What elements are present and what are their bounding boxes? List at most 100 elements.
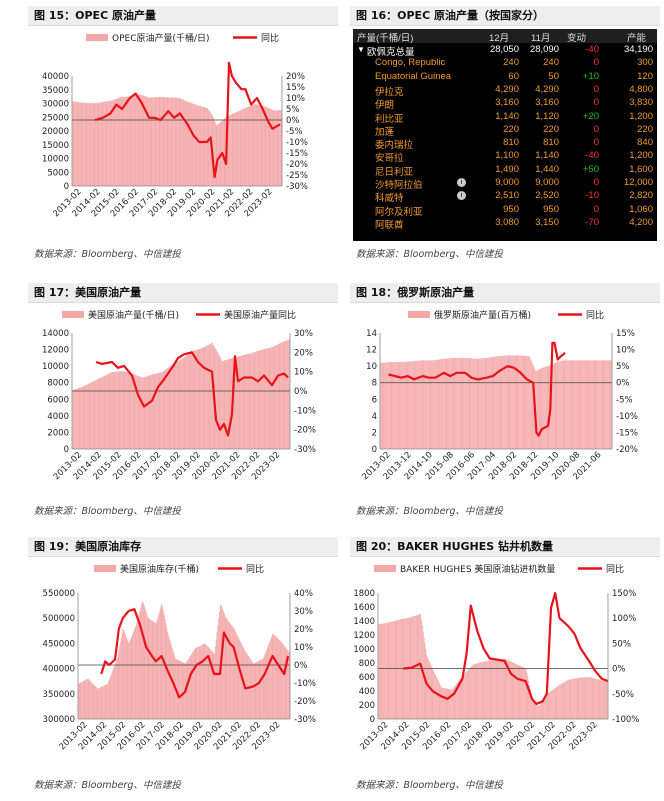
bar — [210, 650, 212, 719]
bar — [76, 101, 77, 186]
bar — [161, 97, 162, 186]
cell-cap: 120 — [637, 70, 653, 82]
bar — [531, 697, 533, 719]
bar — [214, 646, 216, 719]
bar — [273, 346, 275, 449]
y-tick-label: 0 — [370, 715, 375, 725]
bar — [170, 642, 172, 719]
legend: 美国原油库存(千桶) 同比 — [94, 563, 264, 575]
bar — [553, 363, 555, 449]
bar — [237, 356, 239, 449]
bar — [259, 660, 261, 719]
bar — [240, 355, 242, 449]
bar — [216, 125, 218, 186]
bar — [183, 100, 185, 186]
bar — [107, 681, 109, 719]
bar — [206, 345, 207, 449]
bar — [235, 112, 237, 186]
y2-tick-label: 30% — [294, 329, 313, 339]
y-tick-label: 300000 — [43, 715, 75, 725]
bar — [161, 97, 163, 186]
bar — [259, 350, 261, 449]
bar — [275, 110, 276, 186]
bar — [239, 640, 241, 719]
bar — [89, 383, 91, 449]
bar — [181, 359, 182, 449]
bar — [583, 360, 584, 449]
bar — [142, 95, 144, 186]
y2-tick-label: -20% — [294, 697, 316, 707]
bar — [126, 96, 128, 186]
bar — [545, 695, 547, 719]
bar — [223, 118, 225, 186]
bar — [133, 629, 135, 719]
bar — [145, 96, 147, 186]
table-row: 科威特 i 2,510 2,520 -10 2,820 — [353, 190, 657, 204]
bar — [489, 357, 490, 449]
bar — [124, 371, 126, 449]
info-icon[interactable]: i — [457, 191, 466, 201]
bar — [250, 105, 252, 186]
cell-cap: 220 — [637, 123, 653, 135]
bar — [92, 381, 93, 449]
bar — [418, 360, 419, 449]
bar — [253, 104, 255, 186]
bar — [174, 363, 176, 449]
bar — [602, 360, 604, 449]
info-icon[interactable]: i — [457, 178, 466, 187]
bar — [207, 109, 209, 186]
bar — [142, 602, 144, 719]
bar — [595, 678, 596, 719]
bar — [164, 97, 166, 186]
bar — [169, 97, 170, 186]
bar — [423, 360, 425, 449]
bar — [180, 661, 181, 719]
cell-chg: 0 — [593, 177, 599, 188]
bar — [234, 357, 236, 449]
bar — [596, 679, 598, 719]
y-tick-label: 8000 — [47, 379, 69, 389]
bar — [477, 358, 479, 449]
legend-bar-label: 俄罗斯原油产量(百万桶) — [434, 309, 531, 321]
bar — [590, 360, 591, 449]
bar — [391, 621, 392, 719]
bar — [248, 353, 250, 449]
bar — [417, 360, 419, 449]
bar — [477, 663, 479, 719]
bar — [99, 687, 100, 719]
bar — [72, 389, 74, 449]
bar — [255, 351, 257, 449]
bar — [552, 363, 554, 449]
bar — [175, 97, 177, 186]
bar — [521, 355, 523, 449]
figure-17-chart: 美国原油产量(千桶/日) 美国原油产量同比 0 2000 4000 6000 8000 100… — [42, 309, 316, 482]
bar — [208, 647, 210, 719]
bar — [404, 361, 406, 449]
bar — [116, 371, 117, 449]
bar — [489, 357, 491, 449]
y-tick-label: 450000 — [43, 639, 75, 649]
bar — [206, 107, 207, 186]
bar — [104, 101, 106, 186]
bar — [144, 376, 146, 449]
collapse-triangle-icon[interactable]: ▼ — [357, 45, 365, 54]
cell-dec: 2,510 — [495, 190, 519, 202]
figure-20-source: 数据来源：Bloomberg、中信建投 — [356, 780, 503, 791]
bar — [137, 94, 138, 186]
bar — [463, 357, 465, 449]
bar — [103, 376, 105, 449]
country-name: 伊朗 — [375, 100, 395, 112]
bar — [204, 107, 206, 186]
bar — [513, 355, 515, 449]
bar — [197, 646, 199, 719]
bar — [139, 376, 141, 449]
bar — [427, 360, 428, 449]
y2-tick-label: 0% — [294, 661, 308, 671]
bar — [446, 688, 448, 719]
bar — [478, 663, 480, 719]
bar — [607, 360, 609, 449]
bar — [166, 368, 167, 449]
bar — [95, 686, 96, 719]
bar — [199, 348, 201, 449]
bar — [200, 348, 202, 449]
